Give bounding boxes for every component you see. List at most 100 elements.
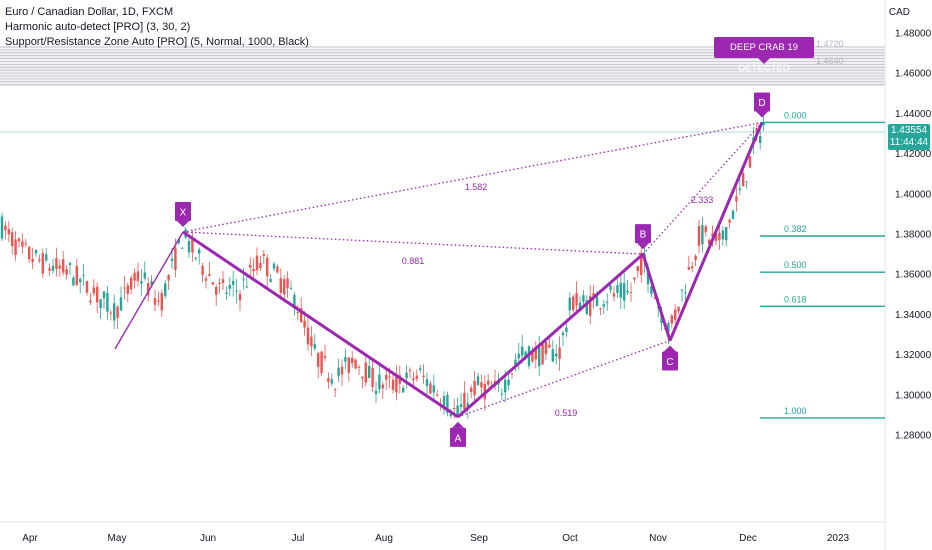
candle-body (378, 374, 381, 390)
fib-label: 0.000 (784, 110, 807, 120)
pattern-ratio-line (182, 231, 644, 255)
candle-body (589, 296, 592, 316)
point-label: A (455, 433, 462, 444)
point-marker: A (450, 421, 466, 447)
candle-body (646, 267, 650, 285)
candle-body (606, 301, 609, 303)
candle-body (402, 387, 405, 393)
pattern-ratio-line (642, 122, 763, 255)
candle-body (204, 278, 208, 281)
candle-body (388, 376, 391, 378)
candle-body (371, 367, 374, 387)
candle-body (385, 374, 388, 380)
symbol-title[interactable]: Euro / Canadian Dollar, 1D, FXCM (5, 6, 174, 18)
candle-body (116, 306, 119, 318)
candle-body (572, 296, 575, 311)
candle-body (575, 293, 578, 306)
pattern-leg (182, 230, 459, 419)
indicator-sr-zone[interactable]: Support/Resistance Zone Auto [PRO] (5, N… (5, 36, 309, 48)
candle-body (235, 290, 238, 292)
candle-body (453, 408, 456, 410)
candle-body (561, 332, 565, 336)
candle-body (742, 173, 745, 187)
candle-body (41, 253, 44, 274)
candle-body (735, 196, 738, 202)
candle-body (327, 378, 330, 383)
candle-body (293, 294, 296, 309)
candle-body (262, 254, 265, 256)
candle-body (157, 300, 160, 302)
candle-body (759, 135, 762, 144)
candle-body (507, 379, 510, 386)
point-label: X (180, 207, 187, 218)
candle-body (626, 290, 629, 293)
candle-body (602, 304, 605, 307)
candle-body (334, 389, 337, 391)
fib-label: 1.000 (784, 406, 807, 416)
candle-body (242, 279, 245, 281)
candle-body (568, 297, 571, 311)
candle-body (174, 247, 177, 271)
candle-body (289, 287, 293, 289)
candle-body (65, 269, 68, 275)
candle-body (133, 272, 136, 281)
candle-body (425, 379, 429, 387)
candle-body (725, 227, 728, 241)
y-tick-label: 1.38000 (895, 230, 932, 241)
point-label: D (758, 98, 765, 109)
candle-body (521, 346, 524, 356)
y-tick-label: 1.46000 (895, 69, 932, 80)
point-marker-box (175, 201, 191, 221)
candle-body (167, 274, 170, 281)
x-tick-label: Apr (22, 533, 38, 544)
candle-body (476, 376, 480, 386)
point-marker-box (635, 224, 651, 244)
candle-body (517, 353, 520, 359)
y-tick-label: 1.44000 (895, 109, 932, 120)
candle-body (276, 266, 279, 273)
candle-body (391, 379, 395, 390)
candle-body (582, 295, 585, 302)
candle-body (449, 414, 452, 416)
candle-body (4, 225, 7, 231)
candle-body (17, 238, 21, 242)
candle-body (130, 277, 133, 290)
candle-body (310, 336, 313, 347)
point-marker-tip (452, 421, 464, 428)
candle-body (62, 259, 65, 273)
y-tick-label: 1.28000 (895, 431, 932, 442)
candle-body (225, 292, 228, 294)
last-price: 1.43554 (890, 125, 928, 136)
candle-body (653, 297, 656, 299)
candle-body (412, 378, 415, 381)
candle-body (538, 346, 541, 367)
candle-body (38, 259, 41, 261)
candle-body (55, 258, 58, 269)
ratio-label: 0.881 (402, 256, 425, 266)
candle-body (524, 351, 527, 357)
candle-body (99, 299, 102, 309)
candle-body (361, 376, 364, 379)
candle-body (211, 282, 214, 285)
candle-body (422, 375, 425, 378)
candle-body (650, 286, 653, 294)
candle-body (147, 283, 150, 296)
candle-body (748, 156, 752, 168)
candle-body (181, 247, 184, 249)
candle-body (565, 327, 568, 332)
point-label: C (666, 357, 673, 368)
candle-body (473, 380, 476, 396)
candle-body (126, 285, 129, 294)
fib-label: 0.382 (784, 224, 807, 234)
candle-body (633, 277, 636, 280)
candle-body (480, 382, 483, 388)
candle-body (150, 280, 153, 286)
candle-body (351, 357, 354, 364)
indicator-harmonic[interactable]: Harmonic auto-detect [PRO] (3, 30, 2) (5, 21, 191, 33)
candle-body (34, 249, 38, 254)
ratio-label: 0.519 (555, 408, 578, 418)
candle-body (255, 255, 259, 271)
candle-body (215, 287, 218, 295)
candle-body (143, 272, 146, 279)
